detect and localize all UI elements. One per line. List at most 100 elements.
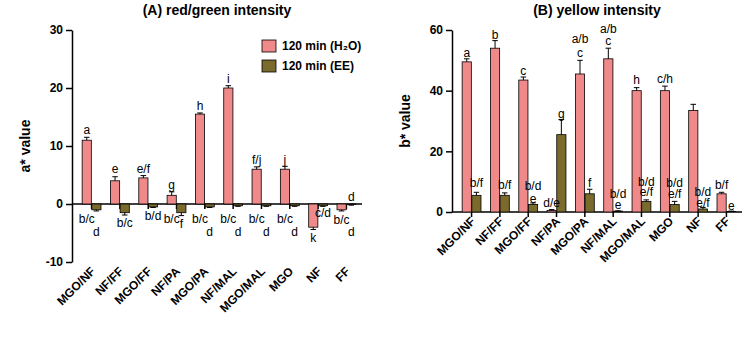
annotation: b/d — [145, 209, 162, 223]
x-tick: MGO — [266, 262, 296, 294]
error-bar — [197, 113, 203, 114]
error-bar — [349, 204, 355, 206]
bar — [252, 169, 261, 204]
x-tick: NF — [303, 262, 324, 285]
x-tick-mark — [612, 212, 614, 217]
bar — [337, 204, 346, 210]
y-tick-label: 30 — [50, 23, 64, 37]
bar — [139, 178, 148, 204]
error-bar — [691, 104, 697, 110]
x-axis: MGO/NFNF/FFMGO/FFNF/PAMGO/PANF/MALMGO/MA… — [54, 262, 353, 315]
bar — [670, 204, 679, 212]
x-tick-label: FF — [333, 264, 353, 284]
bar — [472, 195, 481, 212]
y-axis-title: a* value — [17, 119, 33, 172]
annotation: f/j — [252, 153, 261, 167]
x-tick-label: MGO/MAL — [217, 264, 268, 315]
x-tick-mark — [669, 212, 671, 217]
annotation: b/c — [117, 216, 133, 230]
x-tick-mark — [697, 212, 699, 217]
bar — [195, 114, 204, 204]
x-tick: FF — [333, 262, 353, 285]
bar — [547, 210, 556, 212]
error-bar — [150, 206, 156, 208]
bar — [224, 88, 233, 204]
error-bar — [292, 205, 298, 207]
error-bar — [254, 167, 260, 169]
x-tick-label: FF — [713, 214, 733, 234]
annotation: b/c — [192, 212, 208, 226]
x-tick-label: MGO — [266, 264, 296, 294]
legend: 120 min (H₂O)120 min (EE) — [262, 39, 361, 73]
bar — [82, 140, 91, 204]
annotation: d/e — [543, 196, 560, 210]
x-axis: MGO/NFNF/FFMGO/FFNF/PAMGO/PANF/MALMGO/MA… — [434, 212, 733, 265]
x-tick-mark — [584, 212, 586, 217]
annotation: e — [530, 192, 537, 206]
y-tick-label: 0 — [56, 197, 63, 211]
panel: (A) red/green intensity a* value -10 0 10 20 3… — [17, 2, 362, 315]
plot-area — [462, 41, 736, 212]
error-bar — [311, 227, 317, 229]
annotation: b/c — [220, 212, 236, 226]
y-tick-mark — [446, 90, 452, 92]
error-bar — [662, 86, 668, 91]
annotation: b/f — [470, 176, 484, 190]
x-tick-label: MGO/MAL — [597, 214, 648, 265]
annotation: b/c — [249, 212, 265, 226]
y-tick-label: 40 — [430, 84, 444, 98]
bar — [575, 74, 584, 212]
x-tick-label: MGO/NF — [54, 264, 98, 308]
bar — [585, 194, 594, 212]
annotation: d — [348, 190, 355, 204]
annotation: a — [83, 123, 90, 137]
error-bar — [606, 48, 612, 59]
bar — [120, 204, 129, 213]
y-tick-label: -10 — [46, 255, 64, 269]
error-bar — [474, 192, 480, 195]
x-tick-mark — [499, 212, 501, 217]
x-tick-label: MGO/NF — [434, 214, 478, 258]
annotation: h — [633, 73, 640, 87]
annotation: e — [112, 162, 119, 176]
x-tick-mark — [471, 212, 473, 217]
y-tick-mark — [66, 30, 72, 32]
y-tick-label: 20 — [50, 81, 64, 95]
figure: (A) red/green intensity a* value -10 0 10 20 3… — [0, 0, 749, 345]
panel: (B) yellow intensity b* value 0204060MGO/N… — [397, 2, 742, 265]
x-tick-label: MGO — [646, 214, 676, 244]
annotation: e/f — [137, 162, 151, 176]
bar — [148, 204, 157, 207]
y-tick: 0 — [56, 197, 72, 211]
annotation: e — [615, 198, 622, 212]
x-tick: MGO — [646, 212, 676, 244]
annotation: c — [520, 64, 526, 78]
x-tick: MGO/NF — [434, 212, 478, 258]
x-tick-mark — [641, 212, 643, 217]
legend-swatch — [262, 60, 276, 72]
y-tick-label: 10 — [50, 139, 64, 153]
annotation: a/b — [572, 32, 589, 46]
annotation: d — [206, 225, 213, 239]
y-axis-title: b* value — [397, 94, 413, 148]
y-tick: 10 — [50, 139, 72, 153]
annotation: i — [227, 72, 230, 86]
y-axis: -10 0 10 20 30 — [46, 23, 73, 269]
bar — [717, 194, 726, 212]
title: (B) yellow intensity — [533, 2, 661, 18]
y-tick-mark — [66, 204, 72, 206]
y-tick-mark — [446, 30, 452, 32]
annotation: b/f — [498, 178, 512, 192]
error-bar — [169, 192, 175, 195]
bar — [92, 204, 101, 210]
error-bar — [112, 177, 118, 181]
y-axis: 0204060 — [430, 23, 453, 219]
bar — [500, 195, 509, 212]
x-tick-label: NF — [683, 214, 704, 235]
error-bar — [492, 41, 498, 49]
annotation: e/f — [640, 185, 654, 199]
title: (A) red/green intensity — [143, 2, 292, 18]
annotation: k — [310, 231, 317, 245]
y-tick-mark — [66, 262, 72, 264]
error-bar — [644, 200, 650, 202]
